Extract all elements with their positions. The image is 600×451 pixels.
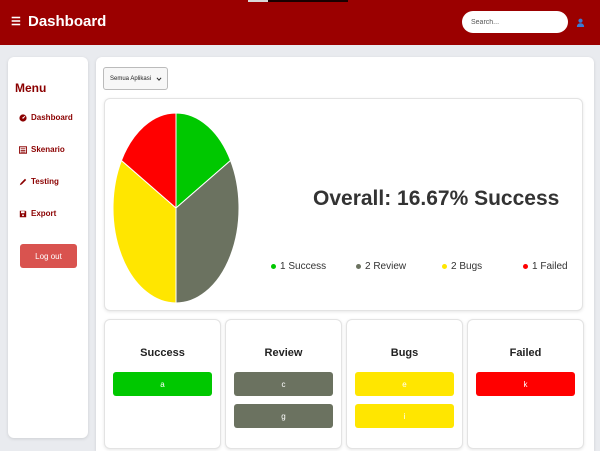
page-title: Dashboard <box>28 13 107 30</box>
sidebar-item-dashboard[interactable]: Dashboard <box>19 113 73 122</box>
main-content: Semua Aplikasi Overall: 16.67% Success 1… <box>96 57 594 451</box>
category-title: Success <box>140 347 185 359</box>
hamburger-icon[interactable]: ☰ <box>11 16 21 28</box>
pie-chart <box>112 112 240 304</box>
legend-item-failed: 1 Failed <box>523 261 568 272</box>
app-select-value: Semua Aplikasi <box>110 75 152 82</box>
category-card-bugs: Bugs e i <box>346 319 463 449</box>
overall-summary: Overall: 16.67% Success <box>313 187 560 210</box>
category-card-success: Success a <box>104 319 221 449</box>
pie-slice-failed <box>120 112 177 210</box>
scenario-chip[interactable]: c <box>234 372 333 396</box>
legend-item-bugs: 2 Bugs <box>442 261 482 272</box>
scenario-chip[interactable]: i <box>355 404 454 428</box>
legend-label: 1 Failed <box>532 261 568 272</box>
sidebar-item-label: Export <box>31 209 57 218</box>
user-icon[interactable] <box>576 18 585 27</box>
scenario-chip[interactable]: k <box>476 372 575 396</box>
chevron-down-icon <box>156 77 162 81</box>
logout-button[interactable]: Log out <box>20 244 77 268</box>
sidebar-item-label: Skenario <box>31 145 65 154</box>
legend-item-review: 2 Review <box>356 261 406 272</box>
legend-item-success: 1 Success <box>271 261 326 272</box>
legend-dot <box>356 264 361 269</box>
scenario-chip[interactable]: g <box>234 404 333 428</box>
sidebar-item-label: Testing <box>31 177 59 186</box>
category-title: Bugs <box>390 347 419 359</box>
sidebar-item-export[interactable]: Export <box>19 209 56 218</box>
save-icon <box>19 210 27 217</box>
sidebar: Menu Dashboard Skenario Testing Export <box>8 57 88 438</box>
category-card-review: Review c g <box>225 319 342 449</box>
dashboard-icon <box>19 113 27 122</box>
sidebar-title: Menu <box>15 81 47 95</box>
sidebar-item-label: Dashboard <box>31 113 73 122</box>
legend-label: 2 Review <box>365 261 407 272</box>
list-icon <box>19 145 27 154</box>
scenario-chip[interactable]: a <box>113 372 212 396</box>
legend-label: 1 Success <box>280 261 327 272</box>
sidebar-item-testing[interactable]: Testing <box>19 177 59 186</box>
category-title: Review <box>264 347 303 359</box>
category-title: Failed <box>509 347 542 359</box>
top-notch <box>248 0 348 2</box>
pen-icon <box>19 178 27 185</box>
legend-dot <box>442 264 447 269</box>
overview-card: Overall: 16.67% Success 1 Success 2 Revi… <box>104 98 583 311</box>
scenario-chip[interactable]: e <box>355 372 454 396</box>
legend-dot <box>271 264 276 269</box>
pie-slice-bugs <box>112 159 177 304</box>
top-bar: ☰ Dashboard <box>0 0 600 45</box>
category-card-failed: Failed k <box>467 319 584 449</box>
legend-dot <box>523 264 528 269</box>
app-select[interactable]: Semua Aplikasi <box>103 67 168 90</box>
sidebar-item-skenario[interactable]: Skenario <box>19 145 65 154</box>
search-input[interactable] <box>462 11 568 33</box>
pie-slice-success <box>175 112 232 210</box>
pie-slice-review <box>175 159 240 304</box>
legend-label: 2 Bugs <box>451 261 483 272</box>
